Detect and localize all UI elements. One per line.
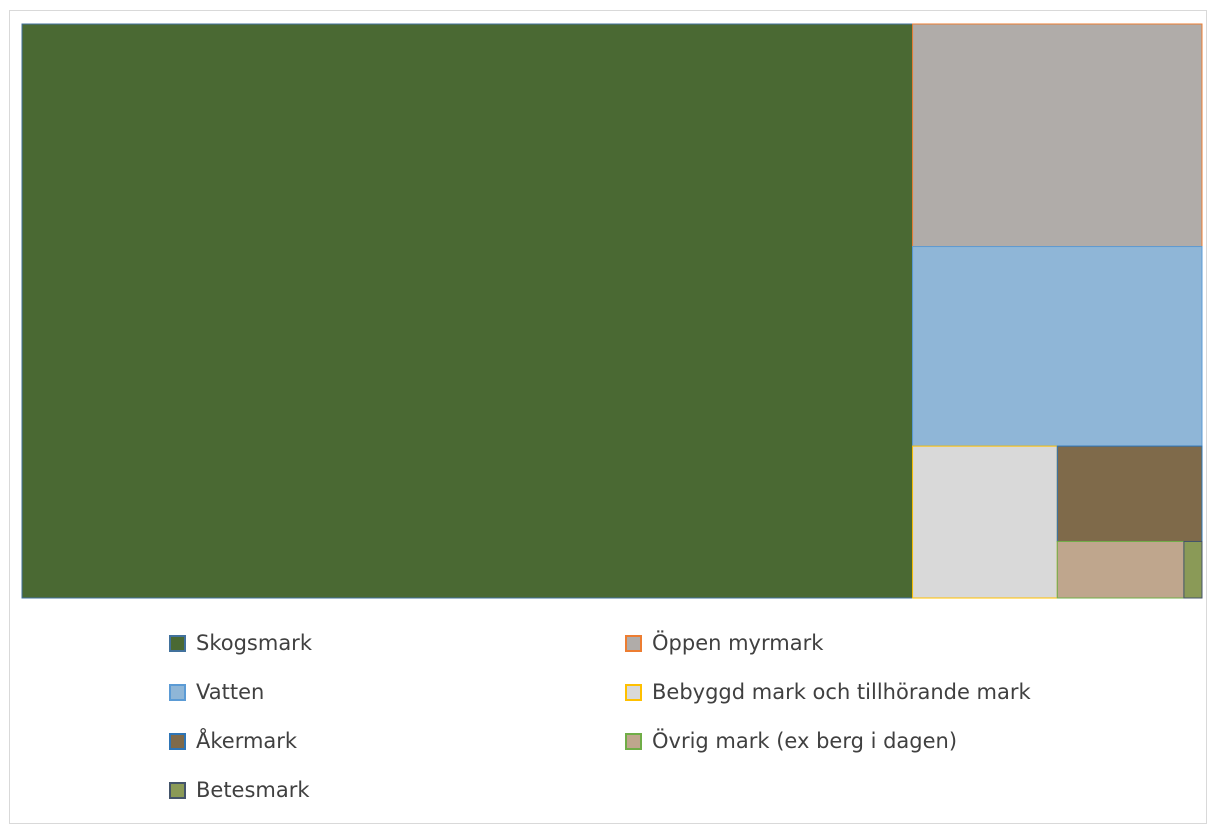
treemap-tile-betesmark: [1183, 540, 1203, 599]
legend-item-oppen-myrmark: Öppen myrmark: [625, 631, 823, 655]
treemap-tile-bebyggd-mark-och-tillhörande-mark: [912, 445, 1058, 599]
treemap-tile-öppen-myrmark: [912, 23, 1203, 248]
legend-swatch-bebyggd-mark: [625, 683, 642, 701]
legend-swatch-betesmark: [169, 781, 186, 799]
legend-item-skogsmark: Skogsmark: [169, 631, 312, 655]
legend-item-vatten: Vatten: [169, 680, 264, 704]
legend-item-akermark: Åkermark: [169, 729, 297, 753]
treemap-tile-övrig-mark-ex-berg-i-dagen-: [1056, 540, 1185, 599]
legend-label-skogsmark: Skogsmark: [196, 631, 312, 655]
legend-swatch-akermark: [169, 732, 186, 750]
legend-swatch-vatten: [169, 683, 186, 701]
legend-swatch-skogsmark: [169, 634, 186, 652]
legend-label-vatten: Vatten: [196, 680, 265, 704]
legend-label-bebyggd-mark: Bebyggd mark och tillhörande mark: [652, 680, 1031, 704]
legend-swatch-oppen-myrmark: [625, 634, 642, 652]
legend-item-bebyggd-mark: Bebyggd mark och tillhörande mark: [625, 680, 1031, 704]
legend-label-akermark: Åkermark: [196, 729, 298, 753]
treemap-tile-åkermark: [1056, 445, 1203, 542]
legend-item-ovrig-mark: Övrig mark (ex berg i dagen): [625, 729, 957, 753]
treemap-plot: [21, 23, 1203, 599]
legend-item-betesmark: Betesmark: [169, 778, 310, 802]
legend-swatch-ovrig-mark: [625, 732, 642, 750]
chart-area: Skogsmark Öppen myrmark Vatten Bebyggd m…: [9, 10, 1207, 824]
treemap-tile-skogsmark: [21, 23, 914, 599]
legend-label-oppen-myrmark: Öppen myrmark: [652, 631, 824, 655]
treemap-tile-vatten: [912, 246, 1203, 447]
legend-label-ovrig-mark: Övrig mark (ex berg i dagen): [652, 729, 958, 753]
legend-label-betesmark: Betesmark: [196, 778, 310, 802]
